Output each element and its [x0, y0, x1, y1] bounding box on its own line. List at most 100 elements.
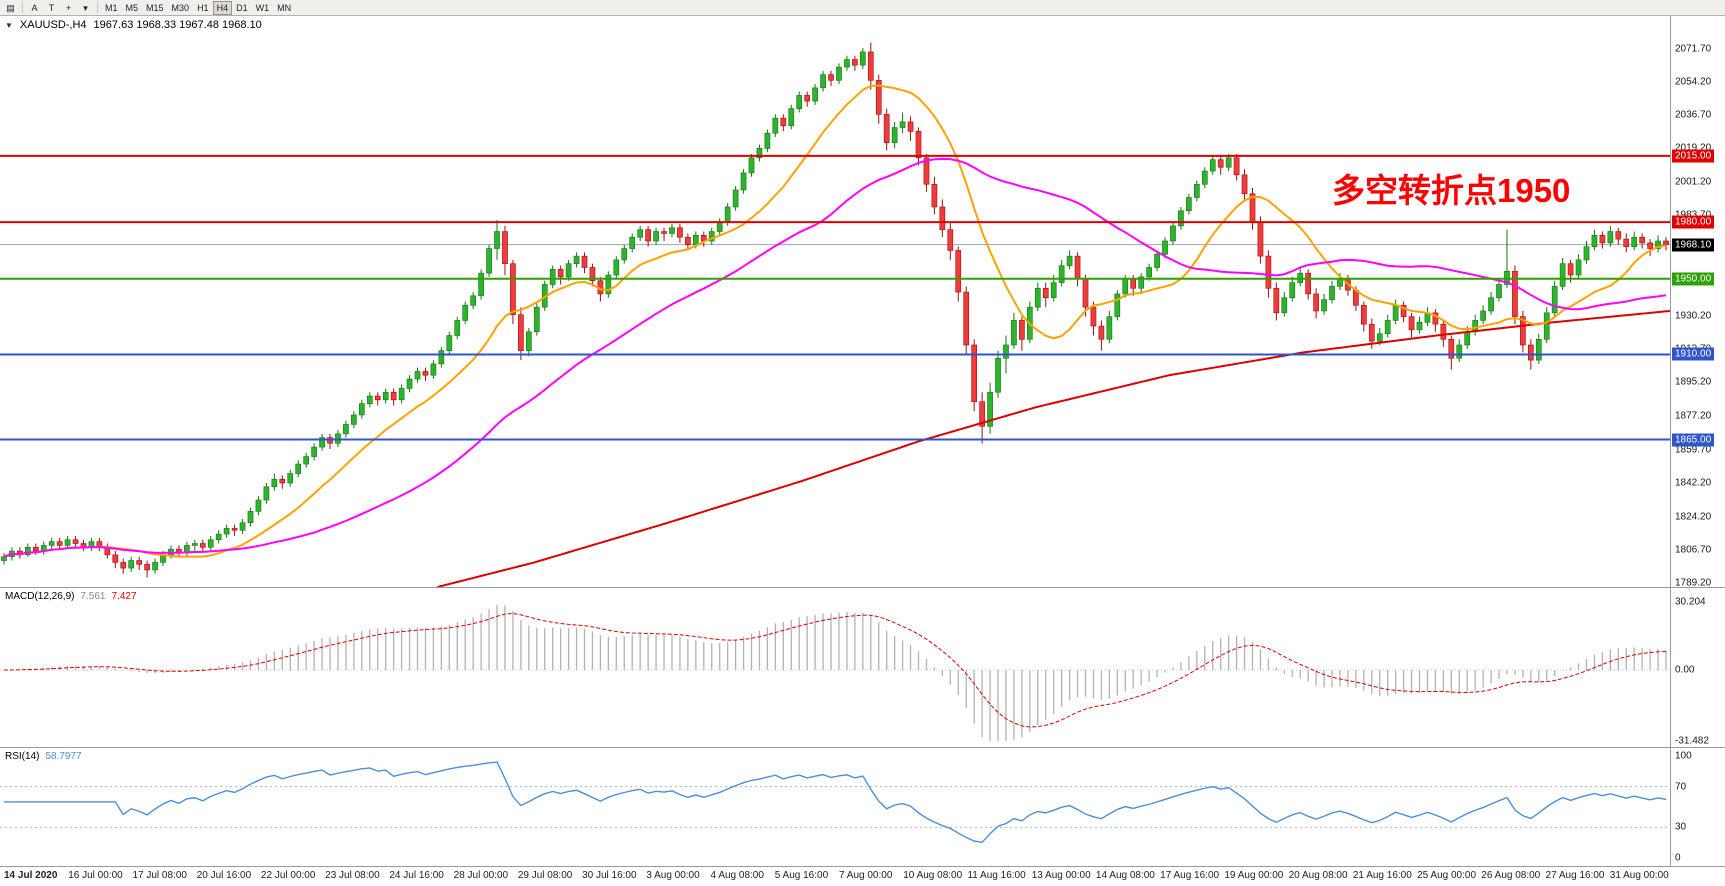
candle-body	[478, 272, 484, 297]
candle-body	[1170, 225, 1176, 242]
candle-body	[56, 541, 63, 546]
candle-body	[1360, 304, 1367, 325]
candle-body	[343, 424, 349, 435]
candle-body	[24, 546, 31, 556]
rsi-canvas[interactable]	[0, 748, 1670, 866]
price-tick: 1806.70	[1675, 544, 1712, 556]
candle-body	[1050, 282, 1057, 299]
candle-body	[1130, 278, 1137, 289]
timeframe-button-m5[interactable]: M5	[125, 2, 139, 13]
candle-body	[756, 148, 763, 159]
candle-body	[915, 131, 922, 159]
candle-body	[828, 74, 834, 81]
text-tool-button[interactable]: T	[48, 2, 55, 13]
candle-body	[112, 554, 119, 563]
candle-body	[422, 371, 429, 376]
candle-body	[573, 255, 580, 264]
collapse-chevron-icon[interactable]: ▼	[5, 21, 13, 30]
price-tick: 2001.20	[1675, 176, 1712, 188]
main-chart-canvas[interactable]	[0, 16, 1670, 587]
candle-body	[1321, 299, 1327, 312]
candle-body	[875, 79, 882, 115]
candle-body	[1392, 304, 1399, 321]
candle-body	[867, 51, 874, 81]
annotate-text-button[interactable]: A	[31, 2, 38, 13]
time-label: 22 Jul 00:00	[260, 870, 316, 881]
candle-body	[1567, 263, 1574, 276]
time-label: 25 Aug 00:00	[1417, 870, 1477, 881]
candle-body	[939, 206, 946, 230]
timeframe-button-m30[interactable]: M30	[171, 2, 190, 13]
macd-canvas[interactable]	[0, 588, 1670, 747]
candle-body	[1527, 344, 1534, 361]
time-label: 7 Aug 00:00	[839, 870, 893, 881]
candle-body	[1154, 253, 1160, 268]
time-label: 4 Aug 08:00	[710, 870, 764, 881]
toolbar-separator	[22, 2, 23, 13]
chart-window-icon[interactable]: ▤	[6, 2, 15, 13]
candle-body	[1241, 174, 1248, 195]
timeframe-button-h4[interactable]: H4	[212, 0, 233, 15]
timeframe-button-m15[interactable]: M15	[146, 2, 164, 13]
candle-body	[732, 189, 739, 208]
timeframe-button-h1[interactable]: H1	[197, 2, 209, 13]
candle-body	[414, 371, 421, 380]
timeframe-button-mn[interactable]: MN	[277, 2, 292, 13]
level-badge-2015.00: 2015.00	[1672, 149, 1715, 163]
candle-body	[692, 235, 699, 246]
macd-panel[interactable]: MACD(12,26,9) 7.561 7.427 30.204 0.00 -31.…	[0, 588, 1725, 748]
timeframe-button-d1[interactable]: D1	[236, 2, 248, 13]
candle-body	[1098, 325, 1105, 340]
ma-mid-line	[3, 157, 1667, 558]
candle-body	[510, 263, 516, 316]
candle-body	[883, 114, 890, 143]
candle-body	[820, 74, 826, 89]
candle-body	[844, 59, 850, 68]
candle-body	[907, 121, 914, 132]
crosshair-button[interactable]: +	[65, 2, 72, 13]
candle-body	[963, 291, 970, 346]
candle-body	[613, 259, 620, 276]
candle-body	[1535, 339, 1542, 361]
ohlc-values: 1967.63 1968.33 1967.48 1968.10	[93, 19, 262, 31]
time-label: 31 Aug 00:00	[1609, 870, 1669, 881]
candle-body	[661, 231, 667, 234]
time-label: 13 Aug 00:00	[1031, 870, 1091, 881]
macd-axis-tick: -31.482	[1675, 735, 1709, 747]
candle-body	[685, 236, 691, 246]
rsi-panel[interactable]: RSI(14) 58.7977 100 70 30 0	[0, 748, 1725, 867]
candle-body	[1432, 312, 1439, 325]
candle-body	[1066, 255, 1073, 266]
candle-body	[1, 556, 7, 561]
macd-axis-tick: 0.00	[1675, 664, 1695, 676]
macd-name: MACD(12,26,9)	[5, 591, 75, 602]
candle-body	[605, 274, 612, 295]
candle-body	[1543, 312, 1550, 340]
candle-body	[764, 132, 771, 149]
main-chart-panel[interactable]: ▼ XAUUSD-,H4 1967.63 1968.33 1967.48 196…	[0, 16, 1725, 588]
rsi-axis: 100 70 30 0	[1672, 748, 1725, 866]
timeframe-button-m1[interactable]: M1	[105, 2, 118, 13]
time-axis: 14 Jul 2020 16 Jul 00:00 17 Jul 08:00 20 Ju…	[0, 867, 1725, 886]
dropdown-caret[interactable]: ▾	[83, 2, 88, 13]
candle-body	[955, 250, 962, 293]
candle-body	[557, 269, 564, 278]
candle-body	[1337, 278, 1343, 287]
chart-header: ▼ XAUUSD-,H4 1967.63 1968.33 1967.48 196…	[5, 19, 262, 32]
candle-body	[1480, 310, 1486, 321]
rsi-line	[3, 761, 1667, 844]
timeframe-button-w1[interactable]: W1	[255, 2, 270, 13]
time-label: 16 Jul 00:00	[68, 870, 123, 881]
candle-body	[1042, 287, 1049, 299]
candle-body	[1003, 344, 1009, 359]
time-label: 24 Jul 16:00	[389, 870, 444, 881]
candle-body	[1265, 255, 1272, 289]
candle-body	[891, 127, 898, 143]
candle-body	[772, 117, 779, 134]
candle-body	[724, 206, 731, 223]
price-tick: 1877.20	[1675, 410, 1712, 422]
price-tick: 1789.20	[1675, 577, 1712, 589]
candle-body	[263, 486, 270, 501]
candle-body	[287, 473, 294, 484]
candle-body	[303, 456, 310, 465]
